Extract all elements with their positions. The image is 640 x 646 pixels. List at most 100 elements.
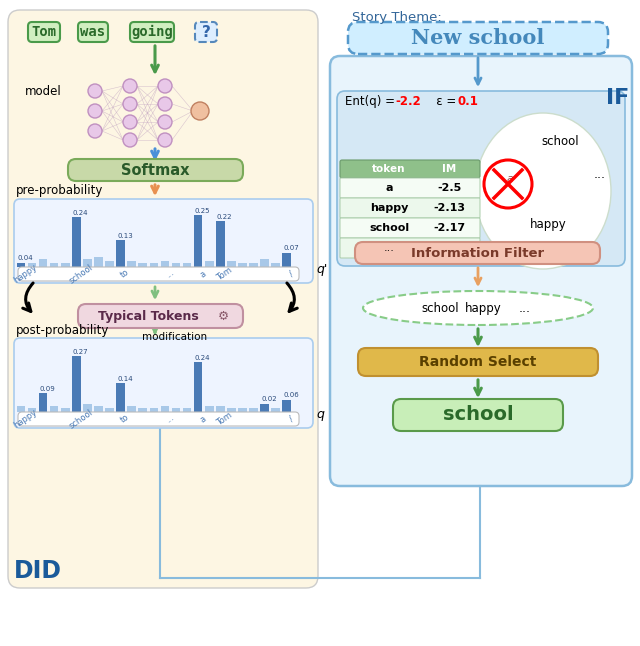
Text: a: a xyxy=(385,183,393,193)
Bar xyxy=(205,261,214,267)
Bar xyxy=(17,263,25,267)
Text: Tom: Tom xyxy=(216,266,234,282)
Text: was: was xyxy=(81,25,106,39)
Text: 0.22: 0.22 xyxy=(217,214,232,220)
Text: modification: modification xyxy=(143,332,207,342)
Text: 0.04: 0.04 xyxy=(17,255,33,262)
Text: school: school xyxy=(369,223,409,233)
Bar xyxy=(127,261,136,267)
Text: 0.09: 0.09 xyxy=(40,386,55,392)
FancyBboxPatch shape xyxy=(18,412,299,426)
FancyBboxPatch shape xyxy=(340,198,480,218)
Bar xyxy=(116,383,125,412)
FancyBboxPatch shape xyxy=(8,10,318,588)
Circle shape xyxy=(191,102,209,120)
Text: ...: ... xyxy=(383,243,394,253)
Text: q: q xyxy=(316,408,324,421)
Text: Tom: Tom xyxy=(216,410,234,428)
Bar xyxy=(83,404,92,412)
FancyBboxPatch shape xyxy=(195,22,217,42)
Text: pre-probability: pre-probability xyxy=(16,184,104,197)
Bar xyxy=(205,406,214,412)
Bar xyxy=(50,263,58,267)
FancyBboxPatch shape xyxy=(348,22,608,54)
Bar xyxy=(271,408,280,412)
Bar xyxy=(150,408,158,412)
Circle shape xyxy=(123,79,137,93)
Bar xyxy=(249,408,258,412)
Bar xyxy=(172,263,180,267)
Text: New school: New school xyxy=(412,28,545,48)
Circle shape xyxy=(123,133,137,147)
FancyBboxPatch shape xyxy=(355,242,600,264)
Text: happy: happy xyxy=(465,302,501,315)
Bar xyxy=(249,263,258,267)
Text: ⚙: ⚙ xyxy=(218,309,228,322)
FancyBboxPatch shape xyxy=(14,338,313,428)
Bar xyxy=(138,408,147,412)
Text: DID: DID xyxy=(14,559,62,583)
FancyBboxPatch shape xyxy=(330,56,632,486)
Text: -2.5: -2.5 xyxy=(437,183,461,193)
Bar xyxy=(282,400,291,412)
Circle shape xyxy=(158,97,172,111)
Text: Tom: Tom xyxy=(31,25,56,39)
Bar xyxy=(17,406,25,412)
Bar xyxy=(282,253,291,267)
Text: school: school xyxy=(541,134,579,147)
Text: 0.14: 0.14 xyxy=(117,375,132,382)
Text: ε =: ε = xyxy=(425,94,460,107)
Text: ?: ? xyxy=(202,25,211,39)
FancyBboxPatch shape xyxy=(78,304,243,328)
Bar xyxy=(238,263,247,267)
Bar xyxy=(227,408,236,412)
Text: to: to xyxy=(119,268,131,280)
Text: 0.02: 0.02 xyxy=(261,396,276,402)
Bar xyxy=(72,356,81,412)
Bar xyxy=(127,406,136,412)
Circle shape xyxy=(123,115,137,129)
Text: IF: IF xyxy=(606,88,630,108)
Text: school: school xyxy=(421,302,459,315)
Text: 0.24: 0.24 xyxy=(195,355,210,361)
Bar xyxy=(94,256,103,267)
Text: a: a xyxy=(198,414,207,424)
Bar xyxy=(61,263,70,267)
FancyBboxPatch shape xyxy=(358,348,598,376)
Text: a: a xyxy=(198,269,207,279)
Text: 0.07: 0.07 xyxy=(284,245,299,251)
Text: -2.17: -2.17 xyxy=(433,223,465,233)
Bar xyxy=(216,406,225,412)
Text: ...: ... xyxy=(164,413,175,425)
Text: ...: ... xyxy=(164,268,175,280)
Bar xyxy=(194,362,202,412)
Text: to: to xyxy=(119,413,131,425)
Text: school: school xyxy=(443,406,513,424)
Bar xyxy=(271,263,280,267)
FancyBboxPatch shape xyxy=(393,399,563,431)
Text: a: a xyxy=(507,174,513,184)
Circle shape xyxy=(158,115,172,129)
Text: 0.24: 0.24 xyxy=(73,210,88,216)
Bar xyxy=(260,404,269,412)
Text: token: token xyxy=(372,164,406,174)
Text: 0.27: 0.27 xyxy=(73,349,88,355)
Bar xyxy=(138,263,147,267)
Bar xyxy=(260,258,269,267)
Text: Information Filter: Information Filter xyxy=(411,247,544,260)
FancyBboxPatch shape xyxy=(78,22,108,42)
Text: Random Select: Random Select xyxy=(419,355,537,369)
Text: -2.13: -2.13 xyxy=(433,203,465,213)
Circle shape xyxy=(88,104,102,118)
FancyBboxPatch shape xyxy=(18,267,299,281)
Text: q': q' xyxy=(316,263,327,276)
Text: -2.2: -2.2 xyxy=(395,94,420,107)
Bar xyxy=(183,263,191,267)
Text: happy: happy xyxy=(12,408,39,430)
Bar xyxy=(39,393,47,412)
Bar xyxy=(116,240,125,267)
Bar xyxy=(50,406,58,412)
Text: ...: ... xyxy=(594,167,606,180)
Bar xyxy=(72,217,81,267)
Text: 0.06: 0.06 xyxy=(284,392,299,398)
